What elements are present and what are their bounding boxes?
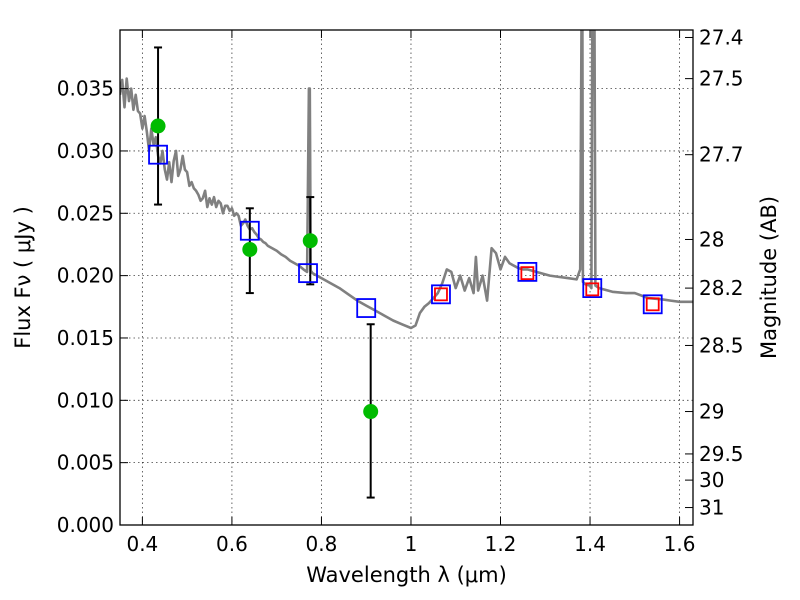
x-tick-label: 0.8 — [306, 532, 338, 556]
model-band-marker — [148, 144, 168, 165]
model-band-marker — [239, 220, 260, 241]
x-tick-label: 0.6 — [216, 532, 248, 556]
x-tick-label: 0.4 — [126, 532, 158, 556]
y-tick-label: 0.010 — [57, 388, 114, 412]
y-tick-label: 0.035 — [57, 77, 114, 101]
right-tick-label: 30 — [699, 468, 724, 492]
right-axis-title: Magnitude (AB) — [757, 196, 781, 359]
model-band-inner-marker — [520, 266, 535, 281]
right-tick-label: 28.5 — [699, 333, 744, 357]
model-band-inner-marker — [434, 287, 448, 302]
model-spectrum-line — [120, 30, 693, 330]
y-axis-title: Flux Fν ( μJy ) — [11, 206, 35, 349]
right-tick-label: 27.4 — [699, 25, 744, 49]
model-band-marker — [298, 263, 318, 284]
x-tick-label: 1.6 — [664, 532, 696, 556]
x-tick-label: 1.4 — [574, 532, 606, 556]
right-tick-label: 28.2 — [699, 276, 744, 300]
model-band-inner-marker — [585, 282, 600, 297]
x-tick-label: 1 — [405, 532, 418, 556]
y-tick-label: 0.015 — [57, 326, 114, 350]
observed-flux-point — [242, 241, 258, 257]
axis-ticks: 0.4 0.6 0.8 1 1.2 1.4 1.6 0.000 0.005 0.010 0.015 0… — [57, 25, 744, 556]
y-tick-label: 0.025 — [57, 201, 114, 225]
y-tick-label: 0.020 — [57, 264, 114, 288]
right-tick-label: 27.5 — [699, 67, 744, 91]
model-band-marker — [642, 294, 663, 315]
y-tick-label: 0.000 — [57, 513, 114, 537]
observed-flux-point — [302, 233, 318, 249]
grid-lines — [120, 30, 693, 526]
right-tick-label: 31 — [699, 496, 724, 520]
model-band-marker — [431, 284, 451, 305]
right-tick-label: 27.7 — [699, 143, 744, 167]
model-band-inner-marker — [645, 297, 660, 312]
x-axis-title: Wavelength λ (μm) — [306, 563, 507, 587]
observed-flux-point — [150, 118, 166, 134]
right-tick-label: 29.5 — [699, 442, 744, 466]
model-band-marker — [356, 298, 377, 318]
y-tick-label: 0.030 — [57, 139, 114, 163]
right-tick-label: 28 — [699, 227, 724, 251]
y-tick-label: 0.005 — [57, 451, 114, 475]
plot-frame — [119, 29, 694, 526]
model-band-marker — [517, 261, 538, 282]
plot-area — [120, 30, 693, 499]
model-band-marker — [582, 278, 603, 298]
x-tick-label: 1.2 — [485, 532, 517, 556]
right-tick-label: 29 — [699, 400, 724, 424]
observed-flux-point — [363, 404, 379, 420]
